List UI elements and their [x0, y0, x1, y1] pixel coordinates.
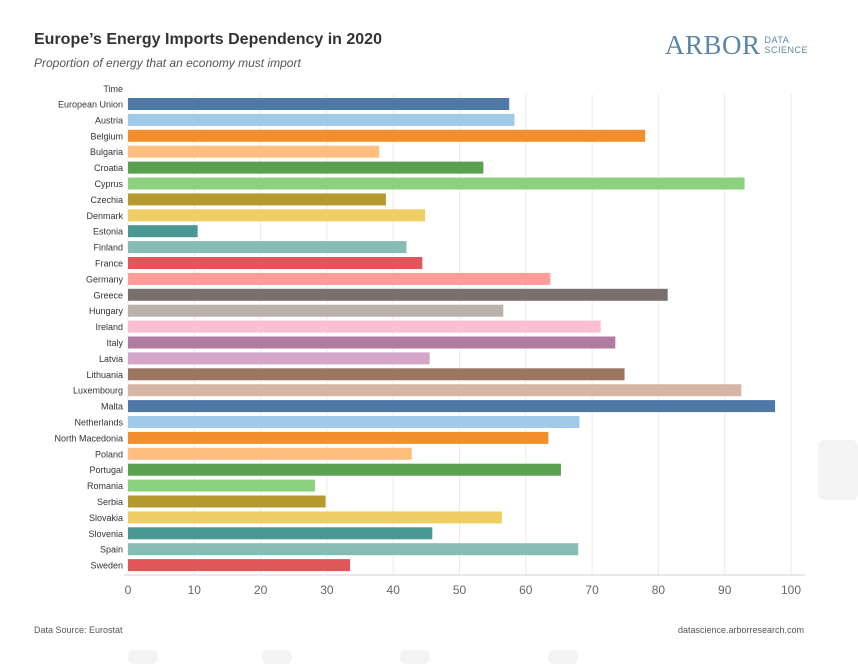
- background-decoration: [400, 650, 430, 664]
- category-label: North Macedonia: [54, 433, 123, 443]
- category-label: Cyprus: [94, 179, 123, 189]
- bar[interactable]: [128, 479, 315, 492]
- bar[interactable]: [128, 113, 515, 126]
- category-label: Spain: [100, 545, 123, 555]
- x-tick-label: 80: [652, 583, 666, 597]
- category-label: Portugal: [89, 465, 123, 475]
- x-tick-label: 50: [453, 583, 467, 597]
- bar[interactable]: [128, 98, 510, 110]
- bar[interactable]: [128, 431, 549, 444]
- category-label: Italy: [106, 338, 123, 348]
- category-label: Slovakia: [89, 513, 123, 523]
- category-label: Slovenia: [88, 529, 123, 539]
- x-tick-label: 20: [254, 583, 268, 597]
- bar[interactable]: [128, 272, 551, 285]
- bar[interactable]: [128, 304, 504, 317]
- bar[interactable]: [128, 241, 407, 254]
- category-label: European Union: [58, 100, 123, 110]
- bar[interactable]: [128, 193, 386, 206]
- bar[interactable]: [128, 400, 776, 413]
- bar[interactable]: [128, 288, 668, 301]
- category-label: Malta: [101, 402, 123, 412]
- logo-subtext-line2: SCIENCE: [764, 45, 809, 55]
- category-label: Greece: [93, 290, 123, 300]
- category-label: Netherlands: [74, 418, 123, 428]
- bar[interactable]: [128, 257, 423, 269]
- bar[interactable]: [128, 368, 625, 381]
- bar[interactable]: [128, 145, 380, 158]
- bar[interactable]: [128, 543, 579, 556]
- category-label: Poland: [95, 449, 123, 459]
- category-label: Belgium: [90, 131, 123, 141]
- category-label: Bulgaria: [90, 147, 123, 157]
- logo-subtext-line1: DATA: [764, 35, 790, 45]
- category-label: Hungary: [89, 306, 124, 316]
- bar[interactable]: [128, 511, 502, 524]
- category-label: Austria: [95, 115, 123, 125]
- category-label: Germany: [86, 274, 124, 284]
- grid-lines: [124, 94, 805, 576]
- x-tick-label: 90: [718, 583, 732, 597]
- bars: [128, 98, 776, 572]
- bar[interactable]: [128, 416, 580, 428]
- x-tick-label: 30: [320, 583, 334, 597]
- bar[interactable]: [128, 559, 351, 572]
- category-label: Finland: [93, 243, 123, 253]
- category-label: Croatia: [94, 163, 123, 173]
- category-label: France: [95, 259, 123, 269]
- bar[interactable]: [128, 384, 742, 397]
- x-tick-label: 0: [125, 583, 132, 597]
- category-label: Sweden: [90, 561, 123, 571]
- bar[interactable]: [128, 447, 412, 460]
- category-label: Estonia: [93, 227, 123, 237]
- category-label: Ireland: [95, 322, 123, 332]
- background-decoration: [818, 440, 858, 500]
- bar[interactable]: [128, 352, 430, 365]
- category-label: Romania: [87, 481, 123, 491]
- logo-subtext: DATA SCIENCE: [765, 35, 809, 55]
- bar[interactable]: [128, 336, 616, 349]
- bar[interactable]: [128, 177, 745, 190]
- category-label: Serbia: [97, 497, 123, 507]
- footer-url[interactable]: datascience.arborresearch.com: [677, 625, 804, 635]
- x-tick-label: 70: [585, 583, 599, 597]
- x-tick-label: 100: [781, 583, 801, 597]
- data-source: Data Source: Eurostat: [34, 625, 123, 635]
- bar[interactable]: [128, 495, 326, 508]
- bar[interactable]: [128, 129, 646, 142]
- category-label: Latvia: [99, 354, 123, 364]
- category-label: Luxembourg: [73, 386, 123, 396]
- x-axis-ticks: 0 10 20 30 40 50 60 70 80 90 100: [125, 583, 802, 597]
- bar[interactable]: [128, 209, 426, 222]
- chart-title: Europe’s Energy Imports Dependency in 20…: [34, 31, 382, 48]
- x-tick-label: 40: [387, 583, 401, 597]
- bar[interactable]: [128, 463, 561, 476]
- background-decoration: [262, 650, 292, 664]
- background-decoration: [548, 650, 578, 664]
- background-decoration: [128, 650, 158, 664]
- x-tick-label: 60: [519, 583, 533, 597]
- bar[interactable]: [128, 225, 198, 238]
- bar[interactable]: [128, 161, 484, 174]
- category-label: Lithuania: [86, 370, 123, 380]
- row-header-time: Time: [103, 84, 123, 94]
- arbor-logo: ARBOR DATA SCIENCE: [665, 28, 808, 62]
- category-label: Czechia: [90, 195, 123, 205]
- category-labels: European Union Austria Belgium Bulgaria Croa…: [54, 100, 123, 571]
- bar[interactable]: [128, 527, 433, 540]
- chart-subtitle: Proportion of energy that an economy mus…: [34, 56, 301, 70]
- category-label: Denmark: [86, 211, 123, 221]
- bar[interactable]: [128, 320, 601, 333]
- logo-wordmark: ARBOR: [665, 29, 761, 60]
- x-tick-label: 10: [188, 583, 202, 597]
